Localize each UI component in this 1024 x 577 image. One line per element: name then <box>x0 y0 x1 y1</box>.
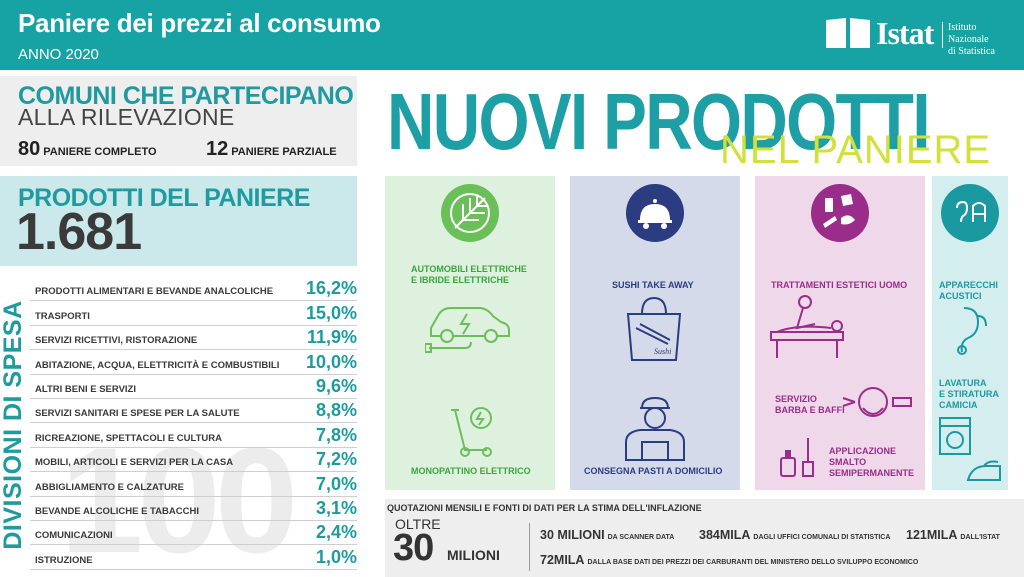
washing-machine-icon <box>939 417 971 455</box>
category-pink-beauty: TRATTAMENTI ESTETICI UOMO SERVIZIO BARBA… <box>755 176 925 490</box>
prodotti-panel: PRODOTTI DEL PANIERE 1.681 <box>0 176 357 266</box>
list-item: ABITAZIONE, ACQUA, ELETTRICITÀ E COMBUST… <box>30 350 357 375</box>
prodotti-title: PRODOTTI DEL PANIERE <box>18 184 310 212</box>
logo-institute: Istituto Nazionale di Statistica <box>948 22 995 57</box>
item-smalto-semipermanente: APPLICAZIONE SMALTO SEMIPERMANENTE <box>829 446 915 478</box>
istat-logo[interactable]: Istat Istituto Nazionale di Statistica <box>824 15 1014 57</box>
item-lavatura-camicia: LAVATURA E STIRATURA CAMICIA <box>939 378 999 410</box>
divisioni-list: PRODOTTI ALIMENTARI E BEVANDE ANALCOLICH… <box>30 277 357 570</box>
stat-paniere-completo: 80 PANIERE COMPLETO <box>18 138 157 160</box>
logo-divider <box>942 22 943 48</box>
delivery-person-icon <box>625 396 685 461</box>
list-item: ABBIGLIAMENTO E CALZATURE 7,0% <box>30 472 357 497</box>
source-scanner: 30 MILIONI DA SCANNER DATA <box>540 528 675 542</box>
electric-car-icon <box>425 307 510 353</box>
source-carburanti: 72MILA DALLA BASE DATI DEI PREZZI DEI CAR… <box>540 553 919 567</box>
item-barba-baffi: SERVIZIO BARBA E BAFFI <box>775 394 845 415</box>
nel-paniere-subtitle: NEL PANIERE <box>720 128 992 172</box>
massage-icon <box>770 295 844 358</box>
list-item: PRODOTTI ALIMENTARI E BEVANDE ANALCOLICH… <box>30 277 357 302</box>
prodotti-count: 1.681 <box>16 203 142 261</box>
beauty-icon <box>811 184 869 242</box>
list-item: BEVANDE ALCOLICHE E TABACCHI 3,1% <box>30 497 357 521</box>
hearing-laundry-icon <box>941 184 999 242</box>
watermark-100: 100 <box>60 416 298 577</box>
header-bar: Paniere dei prezzi al consumo ANNO 2020 … <box>0 0 1024 70</box>
category-cyan-services: APPARECCHI ACUSTICI LAVATURA E STIRATURA… <box>932 176 1008 490</box>
fonti-big-unit: MILIONI <box>447 547 500 563</box>
source-istat: 121MILA DALL'ISTAT <box>906 528 1000 542</box>
list-item: ALTRI BENI E SERVIZI 9,6% <box>30 375 357 399</box>
nuovi-prodotti-title: NUOVI PRODOTTI <box>387 77 931 166</box>
leaf-icon <box>441 184 499 242</box>
divisioni-side-label: DIVISIONI DI SPESA <box>0 300 27 550</box>
takeaway-bag-icon: Sushi <box>626 296 682 361</box>
item-trattamenti-uomo: TRATTAMENTI ESTETICI UOMO <box>771 280 908 290</box>
book-logo-icon <box>826 18 870 48</box>
barber-icon <box>842 387 912 417</box>
comuni-subtitle: ALLA RILEVAZIONE <box>18 104 235 130</box>
comuni-title: COMUNI CHE PARTECIPANO <box>18 82 354 110</box>
category-green-mobility: AUTOMOBILI ELETTRICHE E IBRIDE ELETTRICH… <box>385 176 555 490</box>
source-uffici-comunali: 384MILA DAGLI UFFICI COMUNALI DI STATISTI… <box>699 528 891 542</box>
hearing-aid-icon <box>957 307 987 355</box>
list-item: COMUNICAZIONI 2,4% <box>30 521 357 546</box>
item-consegna-pasti: CONSEGNA PASTI A DOMICILIO <box>584 466 723 476</box>
page-subtitle: ANNO 2020 <box>18 46 99 63</box>
item-sushi: SUSHI TAKE AWAY <box>612 280 694 290</box>
food-cloche-icon <box>626 184 684 242</box>
stat-paniere-parziale: 12 PANIERE PARZIALE <box>206 138 337 160</box>
nail-polish-icon <box>780 438 814 477</box>
list-item: SERVIZI SANITARI E SPESE PER LA SALUTE 8,… <box>30 399 357 424</box>
list-item: SERVIZI RICETTIVI, RISTORAZIONE 11,9% <box>30 326 357 351</box>
item-apparecchi-acustici: APPARECCHI ACUSTICI <box>939 280 998 301</box>
logo-name: Istat <box>876 15 934 51</box>
category-blue-food: SUSHI TAKE AWAY Sushi CONSEGNA PASTI A D… <box>570 176 740 490</box>
fonti-divider <box>529 523 530 571</box>
fonti-big-number: 30 <box>393 527 434 569</box>
fonti-strip: QUOTAZIONI MENSILI E FONTI DI DATI PER L… <box>385 499 1024 577</box>
page-title: Paniere dei prezzi al consumo <box>18 8 381 38</box>
iron-icon <box>966 460 1001 481</box>
fonti-caption: QUOTAZIONI MENSILI E FONTI DI DATI PER L… <box>387 503 702 513</box>
list-item: MOBILI, ARTICOLI E SERVIZI PER LA CASA 7,… <box>30 448 357 473</box>
oltre-label: OLTRE <box>395 516 441 532</box>
item-auto-elettriche: AUTOMOBILI ELETTRICHE E IBRIDE ELETTRICH… <box>411 264 527 285</box>
comuni-panel: COMUNI CHE PARTECIPANO ALLA RILEVAZIONE … <box>0 76 357 166</box>
electric-scooter-icon <box>451 407 492 457</box>
item-monopattino: MONOPATTINO ELETTRICO <box>411 466 531 476</box>
list-item: RICREAZIONE, SPETTACOLI E CULTURA 7,8% <box>30 423 357 448</box>
list-item: ISTRUZIONE 1,0% <box>30 545 357 570</box>
list-item: TRASPORTI 15,0% <box>30 301 357 326</box>
bag-text: Sushi <box>654 347 671 356</box>
